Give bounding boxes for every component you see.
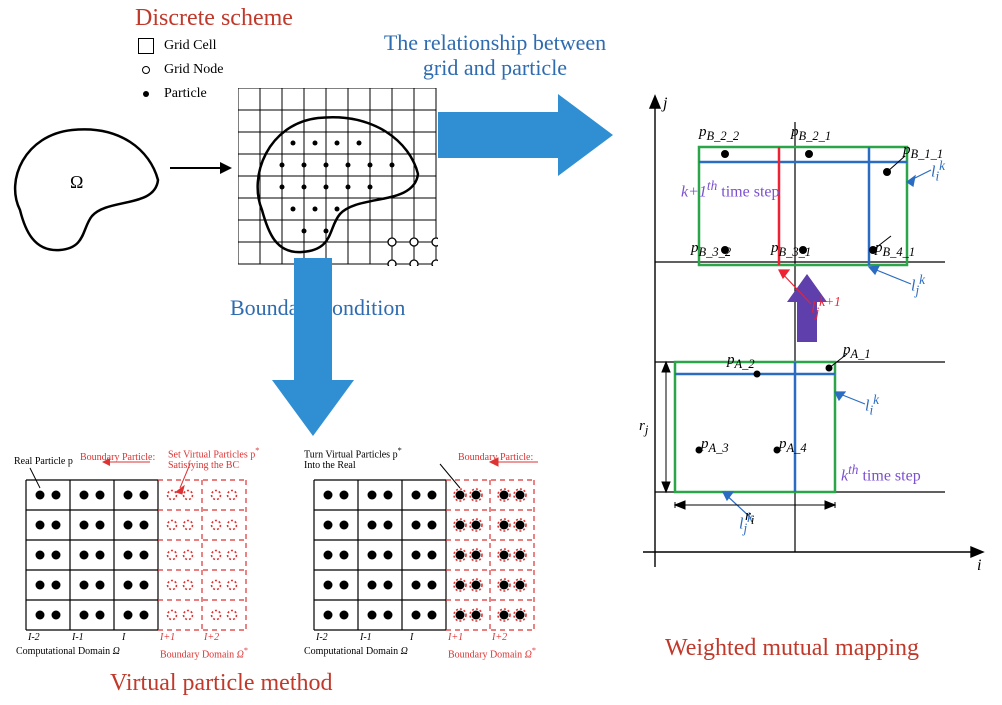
pb21: pB_2_1 (791, 124, 831, 144)
title-discrete: Discrete scheme (135, 5, 293, 32)
arrow-to-right (438, 94, 638, 194)
pb41: pB_4_1 (875, 240, 915, 260)
bound-dom-r: Boundary Domain Ω* (448, 646, 536, 660)
k-step: kth time step (841, 462, 921, 485)
pa1: pA_1 (843, 342, 871, 362)
domain-omega: Ω (0, 100, 180, 260)
rel-l2: grid and particle (423, 55, 567, 80)
col-r-4: I+2 (492, 632, 507, 643)
discrete-grid (238, 88, 438, 266)
legend-cell-icon (138, 38, 154, 54)
col-r-3: I+1 (448, 632, 463, 643)
col-l-0: I-2 (28, 632, 40, 643)
legend-node-label: Grid Node (164, 62, 224, 78)
col-r-0: I-2 (316, 632, 328, 643)
rj: rj (639, 418, 648, 438)
col-l-4: I+2 (204, 632, 219, 643)
arrow-to-bottom (272, 258, 354, 448)
pa4: pA_4 (779, 436, 807, 456)
right-panel: i j (615, 92, 995, 592)
title-virtual: Virtual particle method (110, 670, 332, 697)
li-k-upper: lik (931, 158, 945, 185)
bound-dom-l: Boundary Domain Ω* (160, 646, 248, 660)
comp-dom-l: Computational Domain Ω (16, 646, 120, 657)
svg-text:j: j (661, 95, 668, 112)
pa2: pA_2 (727, 352, 755, 372)
arrow-omega-to-grid (166, 156, 236, 180)
legend: Grid Cell Grid Node Particle (138, 36, 224, 104)
col-r-1: I-1 (360, 632, 372, 643)
col-l-1: I-1 (72, 632, 84, 643)
svg-text:i: i (977, 557, 981, 574)
lj-k-upper: ljk (911, 272, 925, 299)
cap-bp-r: Boundary Particle: (458, 452, 533, 463)
col-r-2: I (410, 632, 413, 643)
lj-kp1: ljk+1 (811, 294, 841, 321)
legend-particle-icon (143, 91, 149, 97)
virtual-panel: Real Particle p Boundary Particle: Set V… (10, 440, 570, 670)
pa3: pA_3 (701, 436, 729, 456)
title-relationship: The relationship between grid and partic… (350, 30, 640, 81)
li-k-lower: lik (865, 392, 879, 419)
omega-symbol: Ω (70, 172, 83, 192)
col-l-2: I (122, 632, 125, 643)
cap-turn: Turn Virtual Particles p* Into the Real (304, 446, 424, 471)
kp1-step: k+1th time step (681, 178, 780, 201)
pb22: pB_2_2 (699, 124, 739, 144)
cap-bp-l: Boundary Particle: (80, 452, 155, 463)
cap-real: Real Particle p (14, 456, 73, 467)
rel-l1: The relationship between (384, 30, 606, 55)
pb31: pB_3_1 (771, 240, 811, 260)
comp-dom-r: Computational Domain Ω (304, 646, 408, 657)
title-weighted: Weighted mutual mapping (665, 635, 919, 662)
legend-node-icon (142, 66, 150, 74)
legend-cell-label: Grid Cell (164, 38, 217, 54)
cap-setvp: Set Virtual Particles p* Satisfying the … (168, 446, 259, 471)
col-l-3: I+1 (160, 632, 175, 643)
pb32: pB_3_2 (691, 240, 731, 260)
